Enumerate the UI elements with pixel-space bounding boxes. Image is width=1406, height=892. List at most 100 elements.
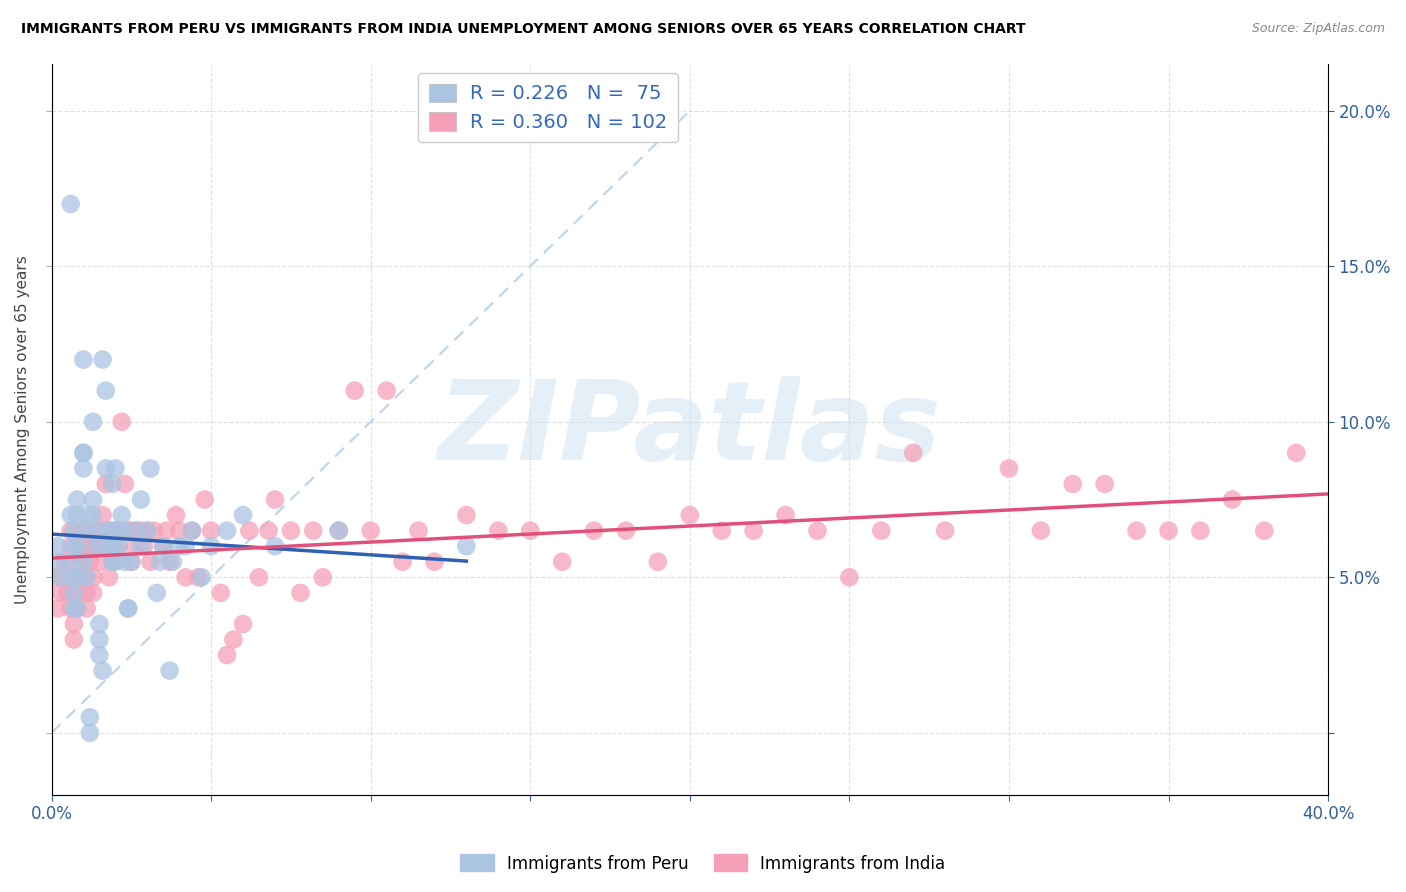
Legend: R = 0.226   N =  75, R = 0.360   N = 102: R = 0.226 N = 75, R = 0.360 N = 102	[418, 73, 679, 143]
Point	[84, 524, 107, 538]
Point	[89, 617, 111, 632]
Point	[53, 555, 76, 569]
Point	[98, 570, 121, 584]
Point	[46, 539, 69, 553]
Point	[56, 570, 79, 584]
Point	[82, 508, 104, 522]
Point	[89, 648, 111, 662]
Point	[101, 555, 124, 569]
Point	[679, 508, 702, 522]
Point	[1062, 477, 1084, 491]
Point	[101, 539, 124, 553]
Point	[583, 524, 606, 538]
Point	[72, 524, 94, 538]
Point	[120, 555, 142, 569]
Point	[91, 508, 114, 522]
Point	[139, 555, 162, 569]
Text: IMMIGRANTS FROM PERU VS IMMIGRANTS FROM INDIA UNEMPLOYMENT AMONG SENIORS OVER 65: IMMIGRANTS FROM PERU VS IMMIGRANTS FROM …	[21, 22, 1026, 37]
Point	[91, 664, 114, 678]
Point	[456, 508, 478, 522]
Point	[82, 586, 104, 600]
Point	[165, 508, 187, 522]
Point	[98, 539, 121, 553]
Point	[124, 524, 146, 538]
Point	[44, 570, 66, 584]
Point	[84, 539, 107, 553]
Point	[91, 524, 114, 538]
Point	[117, 601, 139, 615]
Point	[79, 710, 101, 724]
Point	[343, 384, 366, 398]
Point	[142, 524, 165, 538]
Point	[647, 555, 669, 569]
Point	[167, 524, 190, 538]
Legend: Immigrants from Peru, Immigrants from India: Immigrants from Peru, Immigrants from In…	[454, 847, 952, 880]
Point	[79, 726, 101, 740]
Point	[111, 415, 134, 429]
Point	[127, 524, 149, 538]
Point	[1253, 524, 1275, 538]
Point	[328, 524, 350, 538]
Point	[132, 539, 155, 553]
Y-axis label: Unemployment Among Seniors over 65 years: Unemployment Among Seniors over 65 years	[15, 255, 30, 604]
Point	[94, 461, 117, 475]
Point	[187, 570, 209, 584]
Point	[232, 508, 254, 522]
Point	[59, 197, 82, 211]
Point	[247, 570, 270, 584]
Point	[486, 524, 509, 538]
Point	[806, 524, 828, 538]
Point	[98, 524, 121, 538]
Point	[94, 384, 117, 398]
Point	[162, 555, 184, 569]
Point	[870, 524, 893, 538]
Point	[63, 539, 86, 553]
Point	[72, 555, 94, 569]
Point	[614, 524, 637, 538]
Point	[408, 524, 430, 538]
Point	[114, 477, 136, 491]
Point	[129, 524, 152, 538]
Point	[1125, 524, 1147, 538]
Point	[152, 539, 174, 553]
Point	[838, 570, 860, 584]
Point	[129, 492, 152, 507]
Point	[312, 570, 335, 584]
Point	[79, 539, 101, 553]
Point	[63, 586, 86, 600]
Point	[264, 492, 287, 507]
Point	[49, 570, 72, 584]
Point	[423, 555, 446, 569]
Point	[56, 586, 79, 600]
Point	[66, 492, 89, 507]
Point	[934, 524, 956, 538]
Point	[136, 524, 159, 538]
Point	[76, 570, 98, 584]
Point	[117, 601, 139, 615]
Point	[59, 601, 82, 615]
Point	[89, 632, 111, 647]
Point	[742, 524, 765, 538]
Point	[159, 555, 181, 569]
Point	[152, 539, 174, 553]
Point	[159, 664, 181, 678]
Point	[209, 586, 232, 600]
Point	[302, 524, 325, 538]
Point	[117, 524, 139, 538]
Point	[76, 508, 98, 522]
Point	[104, 524, 127, 538]
Point	[82, 492, 104, 507]
Point	[46, 555, 69, 569]
Point	[49, 586, 72, 600]
Point	[63, 601, 86, 615]
Point	[328, 524, 350, 538]
Point	[104, 524, 127, 538]
Point	[104, 461, 127, 475]
Point	[101, 539, 124, 553]
Point	[101, 477, 124, 491]
Point	[1220, 492, 1243, 507]
Point	[59, 524, 82, 538]
Point	[89, 555, 111, 569]
Point	[551, 555, 574, 569]
Point	[215, 524, 238, 538]
